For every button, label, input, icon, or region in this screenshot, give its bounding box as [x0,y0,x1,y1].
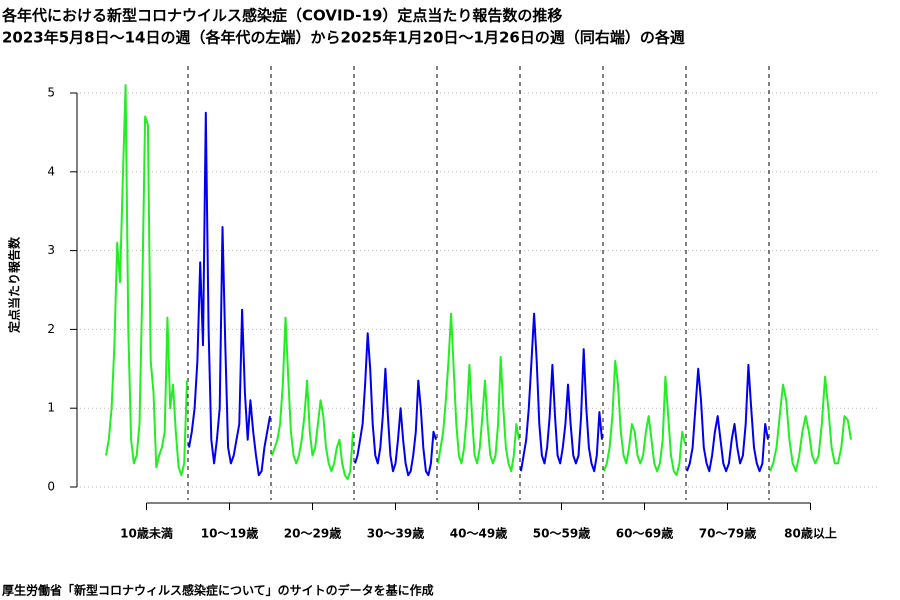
y-tick-label: 5 [47,86,55,100]
y-tick-label: 3 [47,243,55,257]
x-tick-label: 30〜39歳 [367,526,424,541]
series-line [437,312,520,473]
x-tick-label: 10〜19歳 [201,526,258,541]
series-line [188,111,271,477]
x-tick-label: 20〜29歳 [284,526,341,541]
series-line [271,316,354,481]
y-tick-label: 0 [47,480,55,494]
x-tick-label: 80歳以上 [784,526,837,541]
series-line [603,359,686,477]
series-line [105,84,188,477]
y-tick-label: 1 [47,401,55,415]
x-tick-label: 70〜79歳 [699,526,756,541]
x-tick-label: 60〜69歳 [616,526,673,541]
x-tick-label: 40〜49歳 [450,526,507,541]
y-tick-label: 4 [47,164,55,178]
series-line [769,375,852,473]
x-tick-label: 50〜59歳 [533,526,590,541]
y-tick-label: 2 [47,322,55,336]
source-note: 厚生労働省「新型コロナウィルス感染症について」のサイトのデータを基に作成 [2,583,434,598]
series-line [520,312,603,473]
series-line [354,332,437,477]
x-tick-label: 10歳未満 [120,526,173,541]
chart-title: 各年代における新型コロナウイルス感染症（COVID-19）定点当たり報告数の推移 [1,7,562,25]
chart-subtitle: 2023年5月8日〜14日の週（各年代の左端）から2025年1月20日〜1月26… [2,29,685,47]
y-axis-label: 定点当たり報告数 [7,236,22,333]
series-line [686,363,769,473]
